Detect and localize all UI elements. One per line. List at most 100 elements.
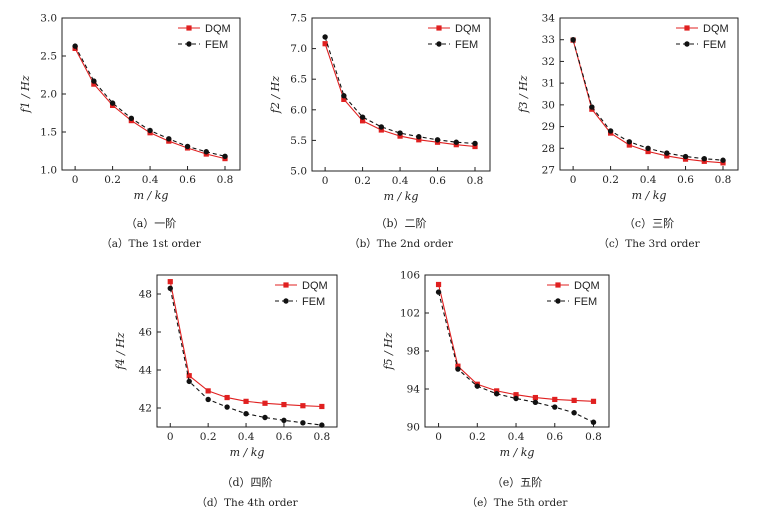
y-tick-label: 1.0 xyxy=(40,165,57,177)
y-tick-label: 5.0 xyxy=(290,166,307,178)
caption-en: （a）The 1st order xyxy=(101,238,201,250)
fem-point xyxy=(167,285,173,291)
fem-point xyxy=(682,153,689,160)
fem-point xyxy=(435,289,442,295)
fem-point xyxy=(513,395,519,402)
series-line-fem xyxy=(438,291,594,423)
dqm-point xyxy=(532,394,538,401)
fem-point xyxy=(589,104,595,110)
dqm-point xyxy=(645,148,651,155)
dqm-point xyxy=(262,400,268,406)
y-tick-label: 44 xyxy=(139,365,153,377)
x-tick-label: 0.8 xyxy=(467,175,484,187)
caption-cn: （e）五阶 xyxy=(492,475,543,489)
y-tick-label: 29 xyxy=(542,121,555,133)
dqm-point xyxy=(455,363,461,369)
x-tick-label: 0.6 xyxy=(677,174,694,186)
dqm-point xyxy=(167,279,173,285)
x-tick-label: 0.6 xyxy=(276,431,293,443)
y-tick-label: 7.5 xyxy=(290,13,307,25)
x-tick-label: 0.8 xyxy=(217,174,234,186)
legend-marker-fem xyxy=(684,41,690,47)
fem-point xyxy=(91,78,97,84)
dqm-point xyxy=(378,127,384,133)
series-line-dqm xyxy=(74,48,226,160)
x-tick-label: 0 xyxy=(72,174,79,186)
x-tick-label: 0.8 xyxy=(585,431,602,443)
legend-marker-fem xyxy=(436,41,442,47)
x-tick-label: 0 xyxy=(167,431,174,443)
dqm-point xyxy=(281,401,287,408)
fem-point xyxy=(664,150,670,156)
dqm-point xyxy=(341,96,347,102)
dqm-point xyxy=(513,392,519,398)
fem-point xyxy=(186,378,192,385)
series-line-fem xyxy=(74,45,226,157)
y-tick-label: 1.5 xyxy=(40,127,57,139)
chart-panel-5: 0 0.2 0.4 0.6 0.8 90 94 98 102 106 m / kg f5 / Hz DQ… xyxy=(382,270,610,509)
fem-point xyxy=(205,396,211,403)
fem-point xyxy=(224,404,230,410)
legend-label-dqm: DQM xyxy=(302,280,328,292)
series-line-fem xyxy=(324,36,476,145)
fem-point xyxy=(552,404,558,410)
fem-point xyxy=(571,410,577,416)
x-tick-label: 0 xyxy=(570,174,577,186)
legend-marker-fem xyxy=(186,41,192,47)
fem-point xyxy=(341,93,347,99)
fem-point xyxy=(474,383,480,389)
y-tick-label: 48 xyxy=(139,289,152,301)
x-tick-label: 0 xyxy=(435,431,442,443)
x-tick-label: 0.4 xyxy=(238,431,255,443)
plot-frame xyxy=(156,274,338,428)
legend-label-fem: FEM xyxy=(574,296,597,308)
x-tick-label: 0.2 xyxy=(200,431,217,443)
fem-point xyxy=(243,411,249,417)
x-tick-label: 0.8 xyxy=(715,174,732,186)
x-axis-label: m / kg xyxy=(500,446,535,459)
legend-label-fem: FEM xyxy=(703,39,726,51)
fem-point xyxy=(262,414,268,421)
dqm-point xyxy=(472,143,478,150)
fem-point xyxy=(434,137,441,143)
dqm-point xyxy=(243,398,249,404)
legend-label-fem: FEM xyxy=(302,296,325,308)
y-axis-label: f5 / Hz xyxy=(382,332,395,370)
legend-label-fem: FEM xyxy=(205,39,228,51)
fem-point xyxy=(128,115,135,122)
caption-cn: （c）三阶 xyxy=(624,216,674,230)
fem-point xyxy=(453,139,459,145)
y-tick-label: 6.0 xyxy=(290,104,307,116)
dqm-point xyxy=(322,41,328,47)
y-tick-label: 2.0 xyxy=(40,89,57,101)
x-tick-label: 0.6 xyxy=(179,174,196,186)
x-tick-label: 0.4 xyxy=(392,175,409,187)
fem-point xyxy=(590,419,597,425)
legend-label-dqm: DQM xyxy=(205,23,231,35)
dqm-point xyxy=(91,81,97,87)
chart-panel-3: 0 0.2 0.4 0.6 0.8 27 28 29 30 31 32 33 34 m / kg f3 / … xyxy=(517,13,739,250)
y-tick-label: 31 xyxy=(542,78,555,90)
dqm-point xyxy=(494,388,500,394)
y-tick-label: 34 xyxy=(542,13,556,25)
legend-marker-fem xyxy=(283,298,289,304)
fem-point xyxy=(455,366,461,372)
caption-cn: （b）二阶 xyxy=(375,216,426,230)
x-tick-label: 0.2 xyxy=(104,174,121,186)
fem-point xyxy=(720,157,726,163)
y-tick-label: 102 xyxy=(400,308,420,320)
y-tick-label: 3.0 xyxy=(40,13,57,25)
dqm-point xyxy=(664,153,670,159)
y-tick-label: 6.5 xyxy=(290,74,307,86)
fem-point xyxy=(281,417,287,424)
legend-label-dqm: DQM xyxy=(703,23,729,35)
x-tick-label: 0.6 xyxy=(546,431,563,443)
dqm-point xyxy=(359,118,366,124)
y-axis-label: f1 / Hz xyxy=(19,75,32,113)
legend-label-dqm: DQM xyxy=(574,280,600,292)
fem-point xyxy=(359,114,366,120)
legend-label-fem: FEM xyxy=(455,39,478,51)
x-tick-label: 0.2 xyxy=(602,174,619,186)
dqm-point xyxy=(571,397,577,403)
